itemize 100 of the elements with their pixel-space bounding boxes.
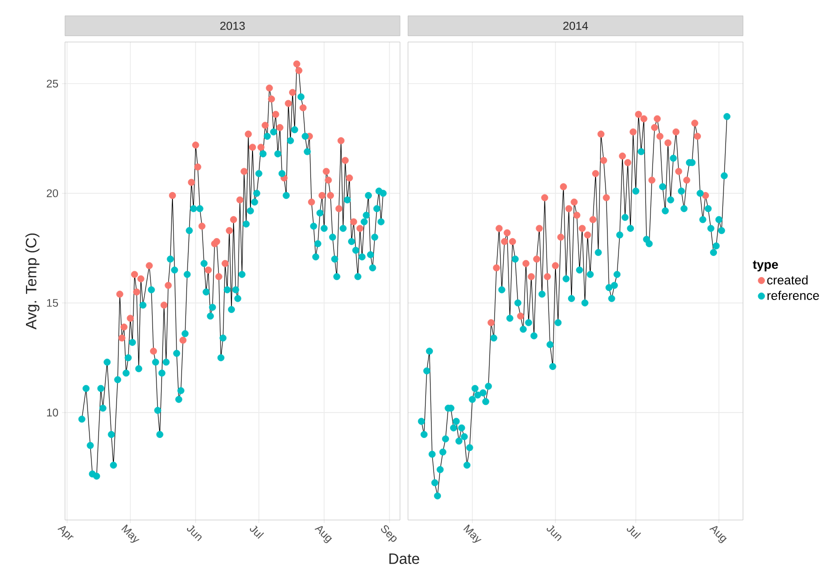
point bbox=[346, 174, 353, 182]
point bbox=[324, 176, 332, 184]
point bbox=[640, 115, 648, 122]
y-axis-title: Avg. Temp (C) bbox=[25, 233, 40, 330]
point bbox=[630, 128, 637, 136]
point bbox=[492, 264, 500, 272]
point bbox=[541, 194, 548, 202]
point bbox=[618, 152, 626, 160]
point bbox=[356, 224, 364, 232]
point bbox=[262, 122, 269, 129]
point bbox=[164, 282, 172, 289]
point bbox=[266, 84, 273, 92]
point bbox=[131, 270, 138, 278]
point bbox=[570, 198, 578, 206]
point bbox=[536, 224, 543, 232]
point bbox=[240, 168, 248, 175]
point bbox=[634, 110, 642, 118]
legend-label: created bbox=[767, 275, 808, 284]
x-tick-label: Jul bbox=[250, 526, 264, 539]
point bbox=[116, 290, 124, 298]
point bbox=[244, 130, 252, 138]
point bbox=[592, 170, 600, 178]
x-axis-title: Date bbox=[389, 554, 420, 564]
point bbox=[308, 198, 316, 206]
y-tick-label: 10 bbox=[47, 408, 58, 416]
point bbox=[500, 238, 508, 246]
point bbox=[222, 260, 229, 267]
point bbox=[204, 266, 212, 274]
point bbox=[257, 144, 264, 151]
point bbox=[522, 260, 530, 267]
point bbox=[651, 124, 658, 132]
point bbox=[544, 273, 551, 280]
point bbox=[293, 60, 300, 68]
point bbox=[624, 159, 632, 166]
point bbox=[226, 227, 233, 234]
point bbox=[120, 324, 128, 331]
point bbox=[338, 137, 345, 144]
point bbox=[276, 124, 284, 132]
point bbox=[249, 144, 256, 151]
y-tick-label: 20 bbox=[46, 189, 58, 198]
x-tick-label: May bbox=[463, 524, 482, 543]
point bbox=[533, 256, 540, 263]
point bbox=[509, 238, 516, 246]
y-tick-label: 15 bbox=[47, 299, 58, 307]
point bbox=[691, 120, 698, 127]
point bbox=[289, 88, 296, 96]
point bbox=[584, 231, 592, 238]
legend-title: type bbox=[752, 260, 778, 272]
x-tick-label: Apr bbox=[58, 526, 74, 540]
point bbox=[215, 273, 222, 280]
point bbox=[300, 104, 307, 112]
point bbox=[702, 192, 709, 199]
point bbox=[188, 178, 195, 186]
point bbox=[565, 205, 572, 212]
point bbox=[198, 222, 206, 230]
point bbox=[326, 192, 334, 199]
point bbox=[654, 115, 661, 122]
chart-title: 2013 bbox=[220, 22, 245, 30]
point bbox=[118, 334, 126, 342]
point bbox=[552, 262, 559, 270]
point bbox=[295, 67, 302, 74]
point bbox=[528, 273, 535, 280]
point bbox=[602, 194, 610, 202]
point bbox=[589, 216, 596, 224]
point bbox=[683, 176, 690, 184]
point bbox=[504, 229, 511, 236]
point bbox=[268, 96, 275, 103]
point bbox=[146, 262, 153, 270]
point bbox=[126, 314, 134, 322]
point bbox=[694, 132, 701, 140]
x-tick-label: Jul bbox=[626, 526, 641, 539]
point bbox=[573, 212, 580, 219]
point bbox=[272, 110, 280, 118]
x-tick-label: Aug bbox=[709, 526, 727, 544]
point bbox=[168, 192, 176, 199]
point bbox=[675, 168, 682, 175]
point bbox=[672, 128, 680, 136]
x-tick-label: Aug bbox=[314, 526, 332, 544]
point bbox=[322, 168, 330, 175]
point bbox=[488, 319, 495, 326]
point bbox=[560, 183, 567, 190]
point bbox=[578, 224, 586, 232]
chart-title: 2014 bbox=[563, 22, 588, 30]
point bbox=[284, 100, 292, 107]
point bbox=[664, 139, 672, 146]
point bbox=[318, 192, 326, 199]
point bbox=[656, 132, 664, 140]
point bbox=[179, 336, 186, 344]
point bbox=[350, 218, 358, 226]
point bbox=[597, 130, 604, 138]
point bbox=[342, 156, 349, 164]
x-tick-label: May bbox=[121, 524, 140, 543]
point bbox=[150, 348, 157, 355]
x-tick-label: Jun bbox=[186, 525, 202, 542]
point bbox=[236, 196, 244, 204]
x-tick-label: Sep bbox=[381, 525, 397, 542]
point bbox=[160, 302, 168, 309]
point bbox=[192, 142, 200, 149]
point bbox=[600, 156, 608, 164]
x-tick-label: Jun bbox=[546, 525, 562, 542]
